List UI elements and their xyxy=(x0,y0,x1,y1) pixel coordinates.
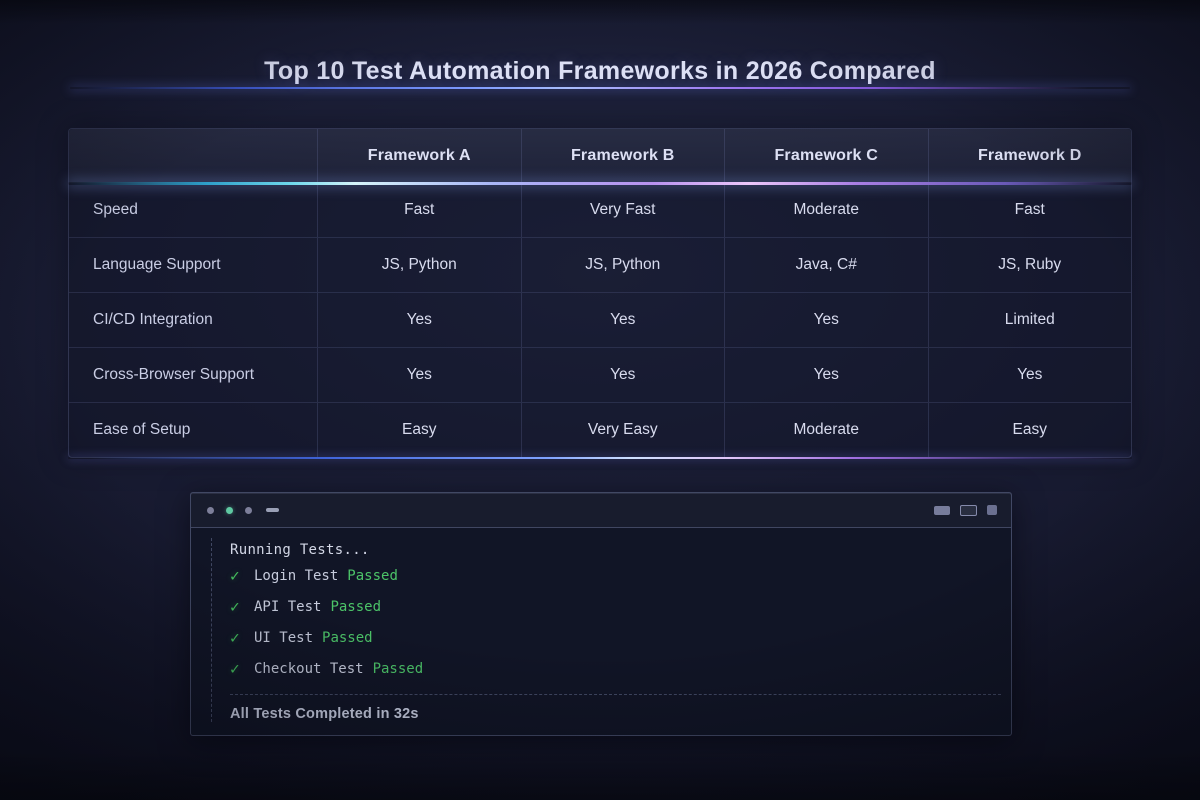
window-dot-icon[interactable] xyxy=(207,506,214,514)
table-row: CI/CD Integration Yes Yes Yes Limited xyxy=(69,292,1131,347)
table-cell: Yes xyxy=(724,293,928,347)
terminal-summary: All Tests Completed in 32s xyxy=(230,706,419,722)
table-cell: Very Easy xyxy=(520,403,725,457)
terminal-status-line: Running Tests... xyxy=(230,542,370,558)
table-cell: Moderate xyxy=(724,403,928,457)
test-result-line: ✓ Login Test Passed xyxy=(230,560,1001,591)
window-dot-active-icon[interactable] xyxy=(226,506,233,514)
table-cell: Yes xyxy=(317,293,521,347)
terminal-window: Running Tests... ✓ Login Test Passed ✓ API T… xyxy=(190,492,1012,736)
check-icon: ✓ xyxy=(230,659,240,678)
title-underline-glow xyxy=(70,87,1130,89)
row-label: Language Support xyxy=(93,256,221,273)
close-button-icon[interactable] xyxy=(987,505,997,515)
table-cell: Yes xyxy=(317,348,521,402)
table-header-row: Framework A Framework B Framework C Framewo… xyxy=(68,129,1132,185)
table-body: Speed Fast Very Fast Moderate Fast Language S… xyxy=(69,183,1131,457)
test-status: Passed xyxy=(347,567,398,584)
test-result-line: ✓ API Test Passed xyxy=(230,591,1001,622)
table-cell: Very Fast xyxy=(520,183,725,237)
window-dot-icon[interactable] xyxy=(245,506,252,514)
table-cell: Easy xyxy=(927,403,1132,457)
terminal-content: Running Tests... ✓ Login Test Passed ✓ API T… xyxy=(211,538,1001,722)
column-header: Framework A xyxy=(317,129,521,183)
row-label: Ease of Setup xyxy=(93,421,191,438)
row-label: Speed xyxy=(93,201,138,218)
test-results-list: ✓ Login Test Passed ✓ API Test Passed ✓ UI Test… xyxy=(230,560,1001,684)
table-cell: Limited xyxy=(927,293,1132,347)
table-corner-cell xyxy=(69,129,317,183)
test-status: Passed xyxy=(372,660,424,677)
row-label: Cross-Browser Support xyxy=(93,366,255,383)
table-row: Speed Fast Very Fast Moderate Fast xyxy=(69,183,1131,237)
test-result-line: ✓ UI Test Passed xyxy=(230,622,1001,653)
column-header: Framework C xyxy=(724,129,928,183)
test-name: Login Test xyxy=(254,567,339,584)
minimize-button-icon[interactable] xyxy=(934,505,950,515)
table-cell: Easy xyxy=(317,403,521,457)
table-bottom-glow xyxy=(68,457,1132,459)
terminal-title-bar xyxy=(191,493,1011,528)
table-row: Ease of Setup Easy Very Easy Moderate Easy xyxy=(69,402,1131,457)
framework-comparison-table: Framework A Framework B Framework C Framewo… xyxy=(68,128,1132,459)
test-status: Passed xyxy=(330,598,382,615)
table-cell: JS, Ruby xyxy=(927,238,1132,292)
table-cell: Yes xyxy=(520,293,725,347)
table-cell: Yes xyxy=(927,348,1132,402)
table-cell: Yes xyxy=(724,348,928,402)
check-icon: ✓ xyxy=(230,566,240,585)
table-cell: Fast xyxy=(317,183,521,237)
header-glow-divider xyxy=(68,182,1132,185)
test-name: API Test xyxy=(254,598,322,615)
test-name: Checkout Test xyxy=(254,660,364,677)
column-header: Framework D xyxy=(927,129,1132,183)
table-cell: Fast xyxy=(927,183,1132,237)
check-icon: ✓ xyxy=(230,597,240,616)
page-title: Top 10 Test Automation Frameworks in 202… xyxy=(264,56,936,85)
table-cell: Moderate xyxy=(724,183,928,237)
row-label: CI/CD Integration xyxy=(93,311,213,328)
test-result-line: ✓ Checkout Test Passed xyxy=(230,653,1001,684)
test-status: Passed xyxy=(322,629,373,646)
table-cell: Yes xyxy=(520,348,725,402)
minimize-dash-icon[interactable] xyxy=(266,508,279,512)
table-cell: JS, Python xyxy=(317,238,521,292)
test-name: UI Test xyxy=(254,629,314,646)
maximize-button-icon[interactable] xyxy=(960,504,977,516)
column-header: Framework B xyxy=(520,129,725,183)
table-row: Language Support JS, Python JS, Python Java… xyxy=(69,237,1131,292)
check-icon: ✓ xyxy=(230,628,240,647)
table-cell: Java, C# xyxy=(724,238,928,292)
table-cell: JS, Python xyxy=(520,238,725,292)
table-row: Cross-Browser Support Yes Yes Yes Yes xyxy=(69,347,1131,402)
